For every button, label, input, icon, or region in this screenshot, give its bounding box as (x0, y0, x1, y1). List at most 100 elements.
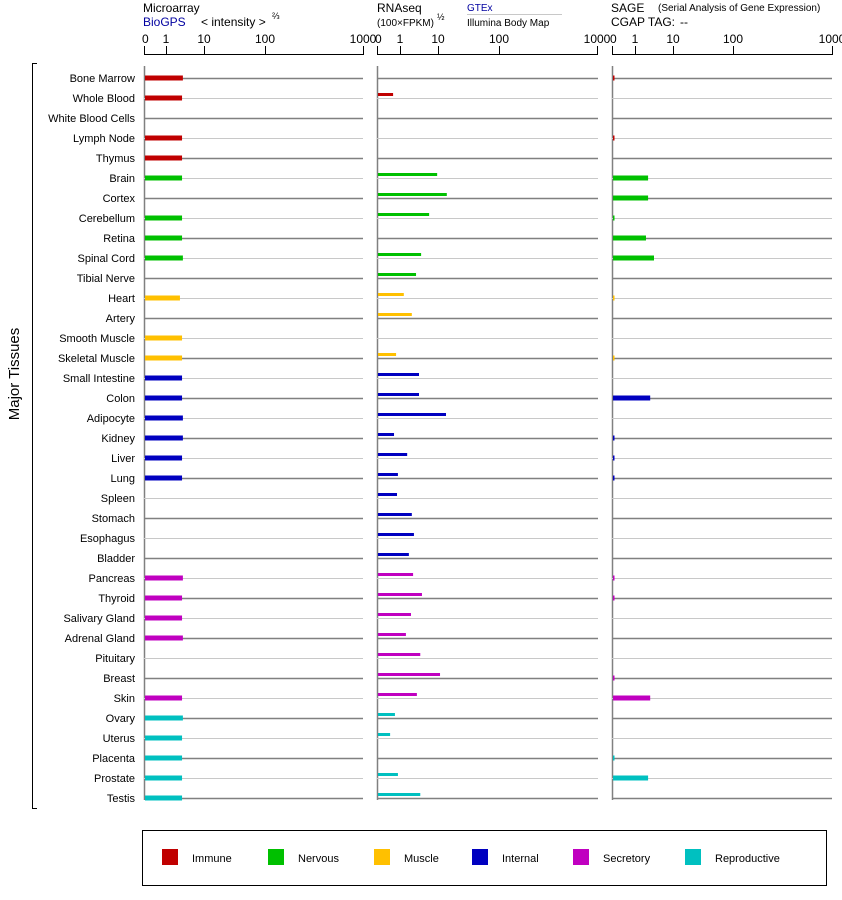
rnaseq-bar (378, 593, 422, 596)
rnaseq-bar (378, 633, 406, 636)
sage-tick-label: 1000 (819, 32, 842, 46)
rnaseq-bar (378, 273, 417, 276)
microarray-bar (145, 335, 183, 341)
tissue-row: Cortex (103, 193, 832, 205)
microarray-title: Microarray (143, 1, 200, 15)
microarray-bar (145, 75, 183, 81)
legend-item-reproductive: Reproductive (685, 849, 780, 865)
tissue-row: Salivary Gland (63, 613, 832, 625)
tissue-label: Thyroid (98, 593, 135, 605)
tissue-label: Bone Marrow (70, 73, 135, 85)
rnaseq-bar (378, 473, 398, 476)
microarray-bar (145, 95, 183, 101)
tissue-row: Prostate (94, 773, 832, 785)
microarray-bar (145, 415, 183, 421)
rnaseq-bar (378, 493, 398, 496)
tissue-row: Pituitary (95, 653, 832, 665)
tissue-row: Breast (103, 673, 832, 685)
tissue-label: Esophagus (80, 533, 136, 545)
legend: Immune Nervous Muscle Internal Secretory Repr… (142, 830, 827, 886)
tissue-label: Adrenal Gland (65, 633, 135, 645)
tissue-row: Skeletal Muscle (58, 353, 832, 365)
tissue-row: Whole Blood (73, 93, 832, 105)
tissue-label: Ovary (106, 713, 136, 725)
sage-bar (613, 175, 649, 181)
sage-tick-label: 0 (610, 32, 617, 46)
microarray-bar (145, 355, 183, 361)
legend-box (142, 830, 827, 886)
tissue-label: Cortex (103, 193, 136, 205)
tissue-label: Pancreas (89, 573, 136, 585)
tissue-row: Lung (111, 473, 832, 485)
rnaseq-bar (378, 313, 412, 316)
rnaseq-bar (378, 793, 421, 796)
gtex-link[interactable]: GTEx (467, 3, 493, 14)
tissue-label: Spinal Cord (78, 253, 135, 265)
tissue-label: Tibial Nerve (77, 273, 135, 285)
tissue-label: Artery (106, 313, 136, 325)
legend-item-immune: Immune (162, 849, 232, 865)
microarray-tick-label: 1 (163, 32, 170, 46)
rnaseq-bar (378, 193, 447, 196)
microarray-bar (145, 735, 183, 741)
microarray-bar (145, 295, 180, 301)
cgap-tag-label: CGAP TAG: (611, 15, 675, 29)
rnaseq-bar (378, 533, 414, 536)
sage-bar (613, 395, 651, 401)
tissue-row: Testis (107, 793, 832, 805)
rnaseq-bar (378, 453, 408, 456)
tissue-row: Stomach (92, 513, 832, 525)
tissue-row: Brain (109, 173, 832, 185)
sage-bar (613, 475, 615, 481)
rnaseq-bar (378, 673, 441, 676)
biogps-link[interactable]: BioGPS (143, 15, 186, 29)
microarray-bar (145, 235, 183, 241)
rnaseq-bar (378, 353, 397, 356)
microarray-bar (145, 795, 183, 801)
microarray-bar (145, 575, 183, 581)
tissue-label: Breast (103, 673, 135, 685)
sage-bar (613, 755, 615, 761)
sage-axis: 0 1 10 100 1000 (610, 32, 842, 800)
microarray-bar (145, 755, 183, 761)
legend-item-nervous: Nervous (268, 849, 339, 865)
sage-bar (613, 195, 649, 201)
legend-label: Muscle (404, 853, 439, 865)
microarray-bar (145, 175, 183, 181)
rnaseq-bar (378, 293, 404, 296)
sage-title: SAGE (611, 1, 644, 15)
tissue-label: Liver (111, 453, 135, 465)
rnaseq-unit-exponent: ½ (437, 12, 445, 22)
tissue-row: Small Intestine (63, 373, 832, 385)
sage-bar (613, 695, 651, 701)
sage-bar (613, 235, 646, 241)
tissue-label: Brain (109, 173, 135, 185)
tissue-row: Spleen (101, 493, 832, 505)
rnaseq-bar (378, 693, 417, 696)
rnaseq-tick-label: 1 (397, 32, 404, 46)
rnaseq-bar (378, 373, 419, 376)
tissue-row: Liver (111, 453, 832, 465)
legend-label: Nervous (298, 853, 339, 865)
microarray-bar (145, 475, 183, 481)
rnaseq-bar (378, 413, 446, 416)
tissue-row: Spinal Cord (78, 253, 832, 265)
tissue-label: Small Intestine (63, 373, 135, 385)
rnaseq-axis: 0 1 10 100 1000 (375, 32, 611, 800)
legend-label: Internal (502, 853, 539, 865)
tissue-label: Uterus (103, 733, 136, 745)
sage-bar (613, 775, 649, 781)
microarray-tick-label: 1000 (350, 32, 377, 46)
sage-bar (613, 135, 615, 141)
microarray-unit-exponent: ⅔ (272, 11, 280, 21)
microarray-unit: < intensity > (201, 15, 266, 29)
tissue-label: Pituitary (95, 653, 135, 665)
tissue-row: Bladder (97, 553, 832, 565)
microarray-bar (145, 435, 183, 441)
illumina-body-map-label: Illumina Body Map (467, 18, 550, 29)
tissue-label: Stomach (92, 513, 135, 525)
tissue-row: Smooth Muscle (59, 333, 832, 345)
rnaseq-bar (378, 613, 411, 616)
rnaseq-bar (378, 393, 419, 396)
